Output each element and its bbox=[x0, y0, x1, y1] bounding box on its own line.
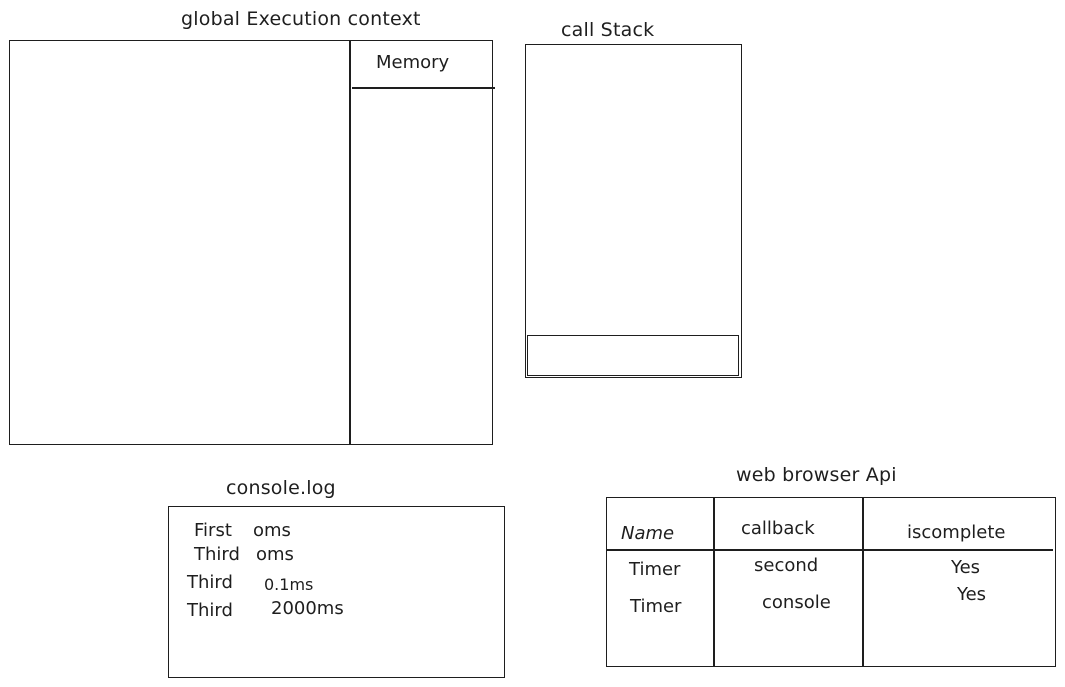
web-api-col-divider-2 bbox=[862, 498, 864, 666]
gec-title: global Execution context bbox=[181, 8, 421, 30]
console-box bbox=[168, 506, 505, 678]
call-stack-title: call Stack bbox=[561, 19, 655, 41]
memory-label: Memory bbox=[376, 52, 450, 73]
web-api-title: web browser Api bbox=[736, 464, 897, 486]
console-line-time: oms bbox=[256, 544, 294, 565]
console-line-time: 0.1ms bbox=[264, 575, 314, 594]
console-line-name: First bbox=[194, 520, 232, 541]
web-api-cell-iscomplete: Yes bbox=[957, 584, 987, 605]
web-api-cell-callback: second bbox=[754, 555, 819, 576]
web-api-cell-callback: console bbox=[762, 592, 831, 613]
web-api-col-divider-1 bbox=[713, 498, 715, 666]
gec-box bbox=[9, 40, 493, 445]
web-api-header-divider bbox=[607, 549, 1053, 551]
console-title: console.log bbox=[226, 477, 336, 499]
web-api-header-iscomplete: iscomplete bbox=[907, 522, 1006, 543]
web-api-header-name: Name bbox=[621, 523, 675, 544]
console-line-time: 2000ms bbox=[271, 598, 344, 619]
console-line-time: oms bbox=[253, 520, 291, 541]
web-api-cell-name: Timer bbox=[629, 559, 681, 580]
call-stack-frame-global bbox=[527, 335, 739, 376]
web-api-table bbox=[606, 497, 1056, 667]
call-stack-box bbox=[525, 44, 742, 378]
memory-divider-horizontal bbox=[352, 87, 495, 89]
console-line-name: Third bbox=[194, 544, 240, 565]
web-api-header-callback: callback bbox=[741, 518, 815, 539]
memory-divider-vertical bbox=[349, 41, 351, 444]
console-line-name: Third bbox=[187, 572, 233, 593]
web-api-cell-name: Timer bbox=[630, 596, 682, 617]
console-line-name: Third bbox=[187, 600, 233, 621]
web-api-cell-iscomplete: Yes bbox=[951, 557, 981, 578]
